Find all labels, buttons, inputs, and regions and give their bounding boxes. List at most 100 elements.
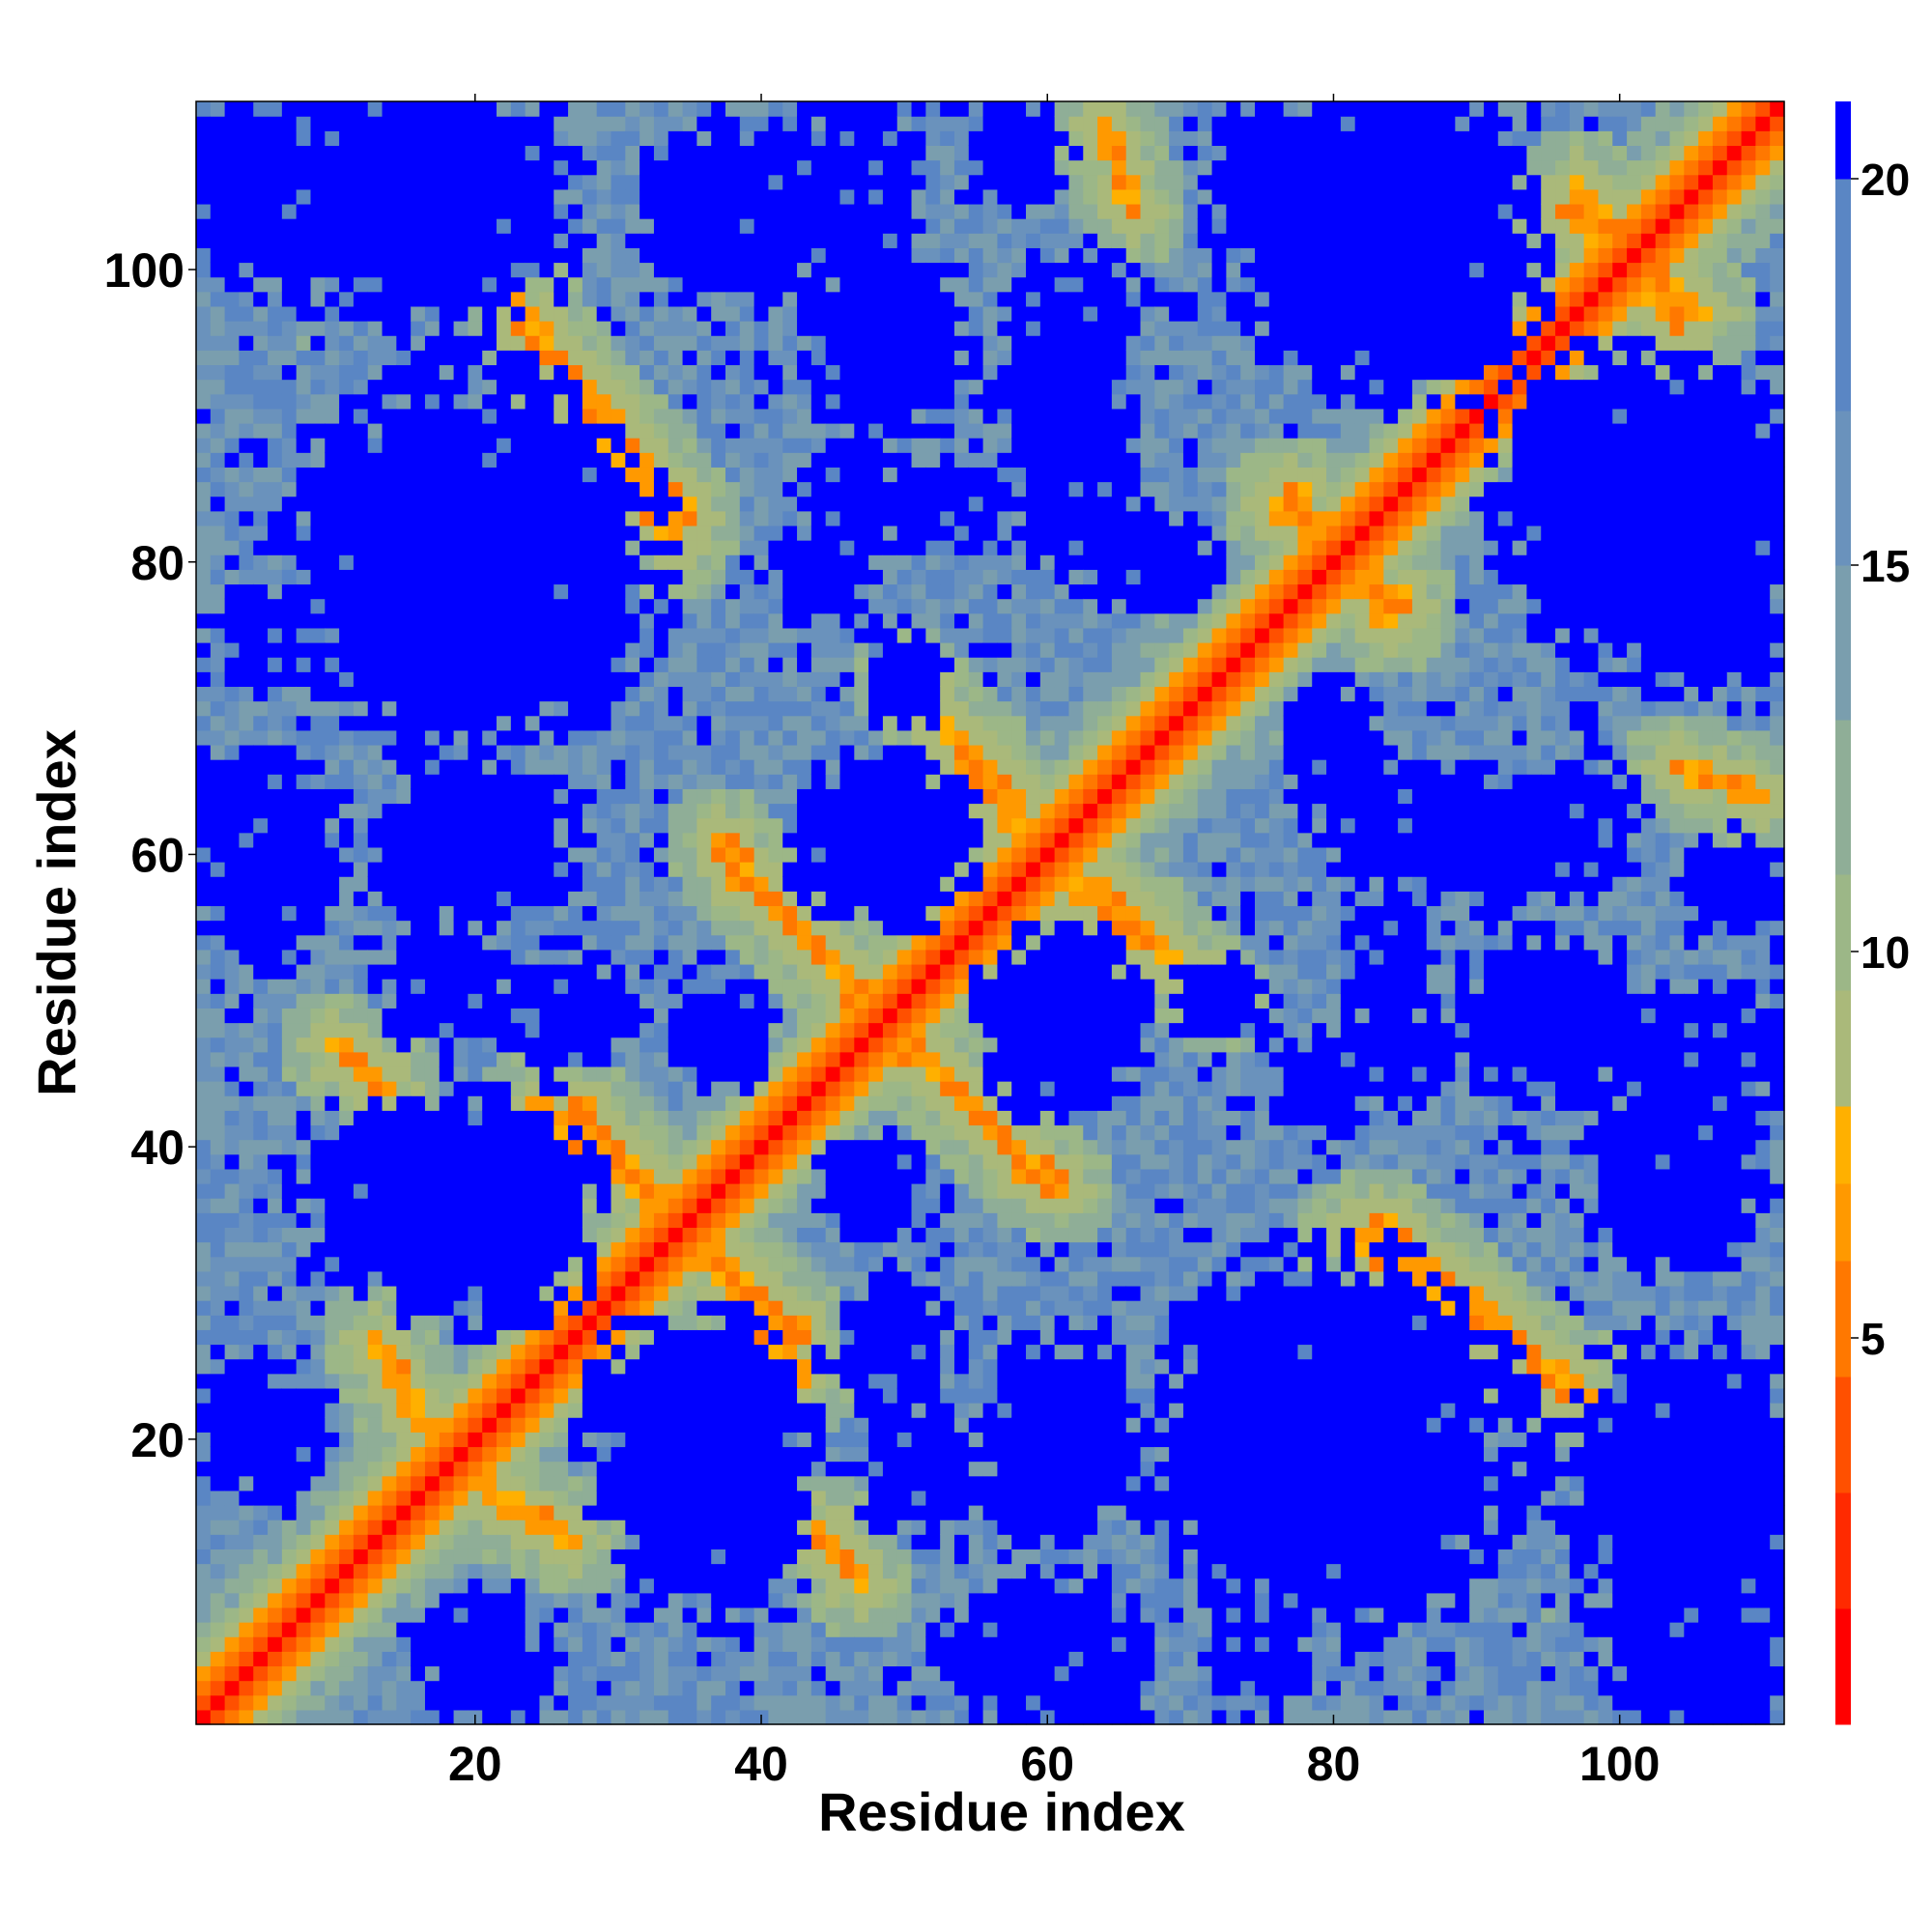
heatmap-cell bbox=[639, 1520, 655, 1535]
heatmap-cell bbox=[439, 1403, 455, 1418]
heatmap-cell bbox=[439, 1344, 455, 1360]
heatmap-cell bbox=[696, 1095, 712, 1111]
heatmap-cell bbox=[339, 1256, 355, 1272]
heatmap-cell bbox=[268, 774, 283, 789]
heatmap-cell bbox=[482, 1124, 497, 1141]
heatmap-cell bbox=[367, 1241, 384, 1258]
heatmap-cell bbox=[367, 145, 384, 161]
heatmap-cell bbox=[253, 1300, 269, 1316]
heatmap-cell bbox=[668, 715, 684, 731]
heatmap-cell bbox=[739, 671, 755, 688]
heatmap-cell bbox=[568, 247, 583, 264]
heatmap-cell bbox=[239, 1256, 254, 1272]
heatmap-cell bbox=[739, 452, 755, 468]
heatmap-cell bbox=[596, 598, 612, 614]
heatmap-cell bbox=[639, 803, 655, 819]
heatmap-cell bbox=[281, 276, 298, 293]
heatmap-cell bbox=[768, 291, 783, 307]
heatmap-cell bbox=[810, 1358, 827, 1375]
heatmap-cell bbox=[625, 1403, 640, 1418]
heatmap-cell bbox=[625, 1548, 640, 1565]
heatmap-cell bbox=[568, 817, 583, 834]
heatmap-cell bbox=[453, 1461, 469, 1477]
heatmap-cell bbox=[396, 188, 412, 205]
heatmap-cell bbox=[696, 1344, 712, 1360]
heatmap-cell bbox=[482, 364, 497, 381]
heatmap-cell bbox=[224, 1694, 241, 1711]
heatmap-cell bbox=[268, 671, 283, 688]
heatmap-cell bbox=[382, 657, 397, 672]
heatmap-cell bbox=[768, 1665, 783, 1682]
heatmap-cell bbox=[568, 1563, 583, 1579]
heatmap-cell bbox=[268, 452, 283, 468]
heatmap-cell bbox=[797, 116, 812, 131]
heatmap-cell bbox=[682, 1095, 697, 1111]
heatmap-cell bbox=[281, 174, 298, 190]
heatmap-cell bbox=[396, 891, 412, 907]
heatmap-cell bbox=[196, 905, 212, 922]
heatmap-cell bbox=[568, 1300, 583, 1316]
heatmap-cell bbox=[396, 1153, 412, 1170]
heatmap-cell bbox=[468, 1577, 483, 1594]
heatmap-cell bbox=[196, 188, 212, 205]
heatmap-cell bbox=[825, 1534, 841, 1549]
heatmap-cell bbox=[682, 1168, 697, 1184]
heatmap-cell bbox=[653, 1709, 669, 1725]
heatmap-cell bbox=[639, 452, 655, 468]
heatmap-cell bbox=[296, 1065, 312, 1082]
heatmap-cell bbox=[453, 1446, 469, 1463]
heatmap-cell bbox=[568, 452, 583, 468]
heatmap-cell bbox=[281, 393, 298, 410]
heatmap-cell bbox=[611, 1212, 626, 1229]
heatmap-cell bbox=[639, 979, 655, 994]
heatmap-cell bbox=[510, 642, 526, 658]
heatmap-cell bbox=[682, 963, 697, 980]
heatmap-cell bbox=[682, 1124, 697, 1141]
heatmap-cell bbox=[353, 1241, 369, 1258]
heatmap-cell bbox=[453, 1270, 469, 1287]
heatmap-cell bbox=[339, 1446, 355, 1463]
heatmap-cell bbox=[639, 393, 655, 410]
heatmap-cell bbox=[281, 1139, 298, 1155]
heatmap-cell bbox=[696, 934, 712, 951]
heatmap-cell bbox=[725, 203, 741, 219]
heatmap-cell bbox=[239, 1577, 254, 1594]
heatmap-cell bbox=[653, 1606, 669, 1623]
heatmap-cell bbox=[596, 438, 612, 453]
heatmap-cell bbox=[810, 393, 827, 410]
heatmap-cell bbox=[253, 452, 269, 468]
heatmap-cell bbox=[353, 1153, 369, 1170]
heatmap-cell bbox=[424, 1490, 440, 1506]
heatmap-cell bbox=[210, 438, 226, 453]
heatmap-cell bbox=[682, 496, 697, 512]
heatmap-cell bbox=[768, 1329, 783, 1346]
heatmap-cell bbox=[810, 321, 827, 336]
heatmap-cell bbox=[210, 1636, 226, 1652]
heatmap-cell bbox=[367, 920, 384, 936]
heatmap-cell bbox=[768, 832, 783, 848]
heatmap-cell bbox=[482, 1300, 497, 1316]
heatmap-cell bbox=[668, 422, 684, 439]
heatmap-cell bbox=[668, 1665, 684, 1682]
heatmap-cell bbox=[367, 934, 384, 951]
heatmap-cell bbox=[525, 1651, 541, 1667]
heatmap-cell bbox=[482, 759, 497, 775]
heatmap-cell bbox=[210, 1168, 226, 1184]
heatmap-cell bbox=[367, 1520, 384, 1535]
heatmap-cell bbox=[596, 393, 612, 410]
heatmap-cell bbox=[611, 1563, 626, 1579]
heatmap-cell bbox=[453, 1622, 469, 1637]
heatmap-cell bbox=[468, 276, 483, 293]
heatmap-cell bbox=[439, 1183, 455, 1199]
heatmap-cell bbox=[782, 862, 798, 877]
heatmap-cell bbox=[525, 891, 541, 907]
heatmap-cell bbox=[797, 1051, 812, 1067]
heatmap-cell bbox=[367, 1636, 384, 1652]
heatmap-cell bbox=[253, 1622, 269, 1637]
heatmap-cell bbox=[768, 233, 783, 248]
heatmap-cell bbox=[510, 1373, 526, 1389]
heatmap-cell bbox=[582, 1373, 598, 1389]
heatmap-cell bbox=[296, 1300, 312, 1316]
heatmap-cell bbox=[382, 612, 397, 629]
heatmap-cell bbox=[367, 612, 384, 629]
